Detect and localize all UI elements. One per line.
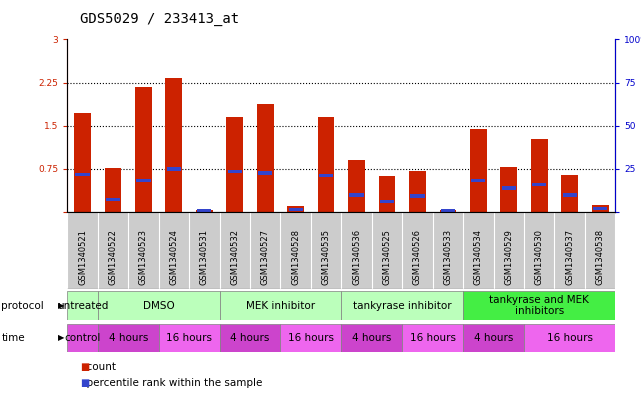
Bar	[287, 206, 304, 212]
Text: GSM1340530: GSM1340530	[535, 229, 544, 285]
Text: 4 hours: 4 hours	[108, 333, 148, 343]
Text: percentile rank within the sample: percentile rank within the sample	[80, 378, 263, 388]
Bar	[196, 210, 213, 212]
Bar	[403, 324, 463, 352]
Text: MEK inhibitor: MEK inhibitor	[246, 301, 315, 310]
Bar	[228, 170, 242, 173]
Text: 16 hours: 16 hours	[547, 333, 593, 343]
Bar	[76, 173, 90, 176]
Bar	[319, 174, 333, 178]
Bar	[104, 168, 121, 212]
Text: 16 hours: 16 hours	[166, 333, 212, 343]
Text: GSM1340525: GSM1340525	[383, 229, 392, 285]
Bar	[67, 291, 97, 320]
Text: GSM1340536: GSM1340536	[352, 229, 361, 285]
Text: GSM1340526: GSM1340526	[413, 229, 422, 285]
Text: GSM1340521: GSM1340521	[78, 229, 87, 285]
Bar	[593, 207, 607, 210]
Text: DMSO: DMSO	[143, 301, 174, 310]
Text: GDS5029 / 233413_at: GDS5029 / 233413_at	[80, 12, 239, 26]
Text: GSM1340531: GSM1340531	[200, 229, 209, 285]
Bar	[592, 205, 608, 212]
Text: GSM1340532: GSM1340532	[230, 229, 239, 285]
Bar	[502, 186, 516, 189]
Text: time: time	[1, 333, 25, 343]
Bar	[137, 179, 151, 182]
Bar	[106, 198, 120, 201]
Bar	[348, 160, 365, 212]
Text: 4 hours: 4 hours	[474, 333, 513, 343]
Bar	[219, 324, 281, 352]
Bar	[219, 291, 342, 320]
Text: GSM1340534: GSM1340534	[474, 229, 483, 285]
Text: GSM1340529: GSM1340529	[504, 229, 513, 285]
Bar	[226, 117, 243, 212]
Bar	[410, 195, 424, 198]
Text: ▶: ▶	[58, 334, 64, 342]
Text: GSM1340533: GSM1340533	[444, 229, 453, 285]
Bar	[440, 210, 456, 212]
Bar	[288, 208, 303, 211]
Text: GSM1340538: GSM1340538	[595, 229, 604, 285]
Text: GSM1340522: GSM1340522	[108, 229, 117, 285]
Text: GSM1340524: GSM1340524	[169, 229, 178, 285]
Bar	[501, 167, 517, 212]
Bar	[409, 171, 426, 212]
Bar	[197, 209, 212, 213]
Text: 16 hours: 16 hours	[410, 333, 456, 343]
Bar	[257, 105, 274, 212]
Bar	[531, 139, 547, 212]
Text: 4 hours: 4 hours	[352, 333, 392, 343]
Text: ■: ■	[80, 362, 89, 373]
Bar	[97, 324, 158, 352]
Text: GSM1340523: GSM1340523	[139, 229, 148, 285]
Bar	[97, 291, 219, 320]
Bar	[318, 117, 335, 212]
Text: control: control	[64, 333, 101, 343]
Text: GSM1340537: GSM1340537	[565, 229, 574, 285]
Text: ▶: ▶	[58, 301, 64, 310]
Bar	[349, 193, 363, 196]
Bar	[258, 171, 272, 174]
Bar	[532, 183, 546, 186]
Text: count: count	[80, 362, 116, 373]
Bar	[74, 112, 91, 212]
Bar	[379, 176, 395, 212]
Text: tankyrase and MEK
inhibitors: tankyrase and MEK inhibitors	[489, 295, 589, 316]
Bar	[67, 324, 97, 352]
Bar	[342, 324, 403, 352]
Text: GSM1340528: GSM1340528	[291, 229, 300, 285]
Bar	[563, 193, 577, 196]
Bar	[380, 200, 394, 204]
Bar	[471, 179, 485, 182]
Bar	[165, 79, 182, 212]
Bar	[441, 209, 455, 213]
Text: GSM1340527: GSM1340527	[261, 229, 270, 285]
Text: GSM1340535: GSM1340535	[322, 229, 331, 285]
Text: untreated: untreated	[57, 301, 108, 310]
Bar	[562, 175, 578, 212]
Text: 4 hours: 4 hours	[230, 333, 270, 343]
Bar	[463, 291, 615, 320]
Text: protocol: protocol	[1, 301, 44, 310]
Bar	[463, 324, 524, 352]
Text: ■: ■	[80, 378, 89, 388]
Text: tankyrase inhibitor: tankyrase inhibitor	[353, 301, 451, 310]
Bar	[135, 87, 152, 212]
Bar	[342, 291, 463, 320]
Bar	[524, 324, 615, 352]
Bar	[470, 129, 487, 212]
Bar	[281, 324, 341, 352]
Bar	[167, 167, 181, 171]
Text: 16 hours: 16 hours	[288, 333, 334, 343]
Bar	[158, 324, 219, 352]
